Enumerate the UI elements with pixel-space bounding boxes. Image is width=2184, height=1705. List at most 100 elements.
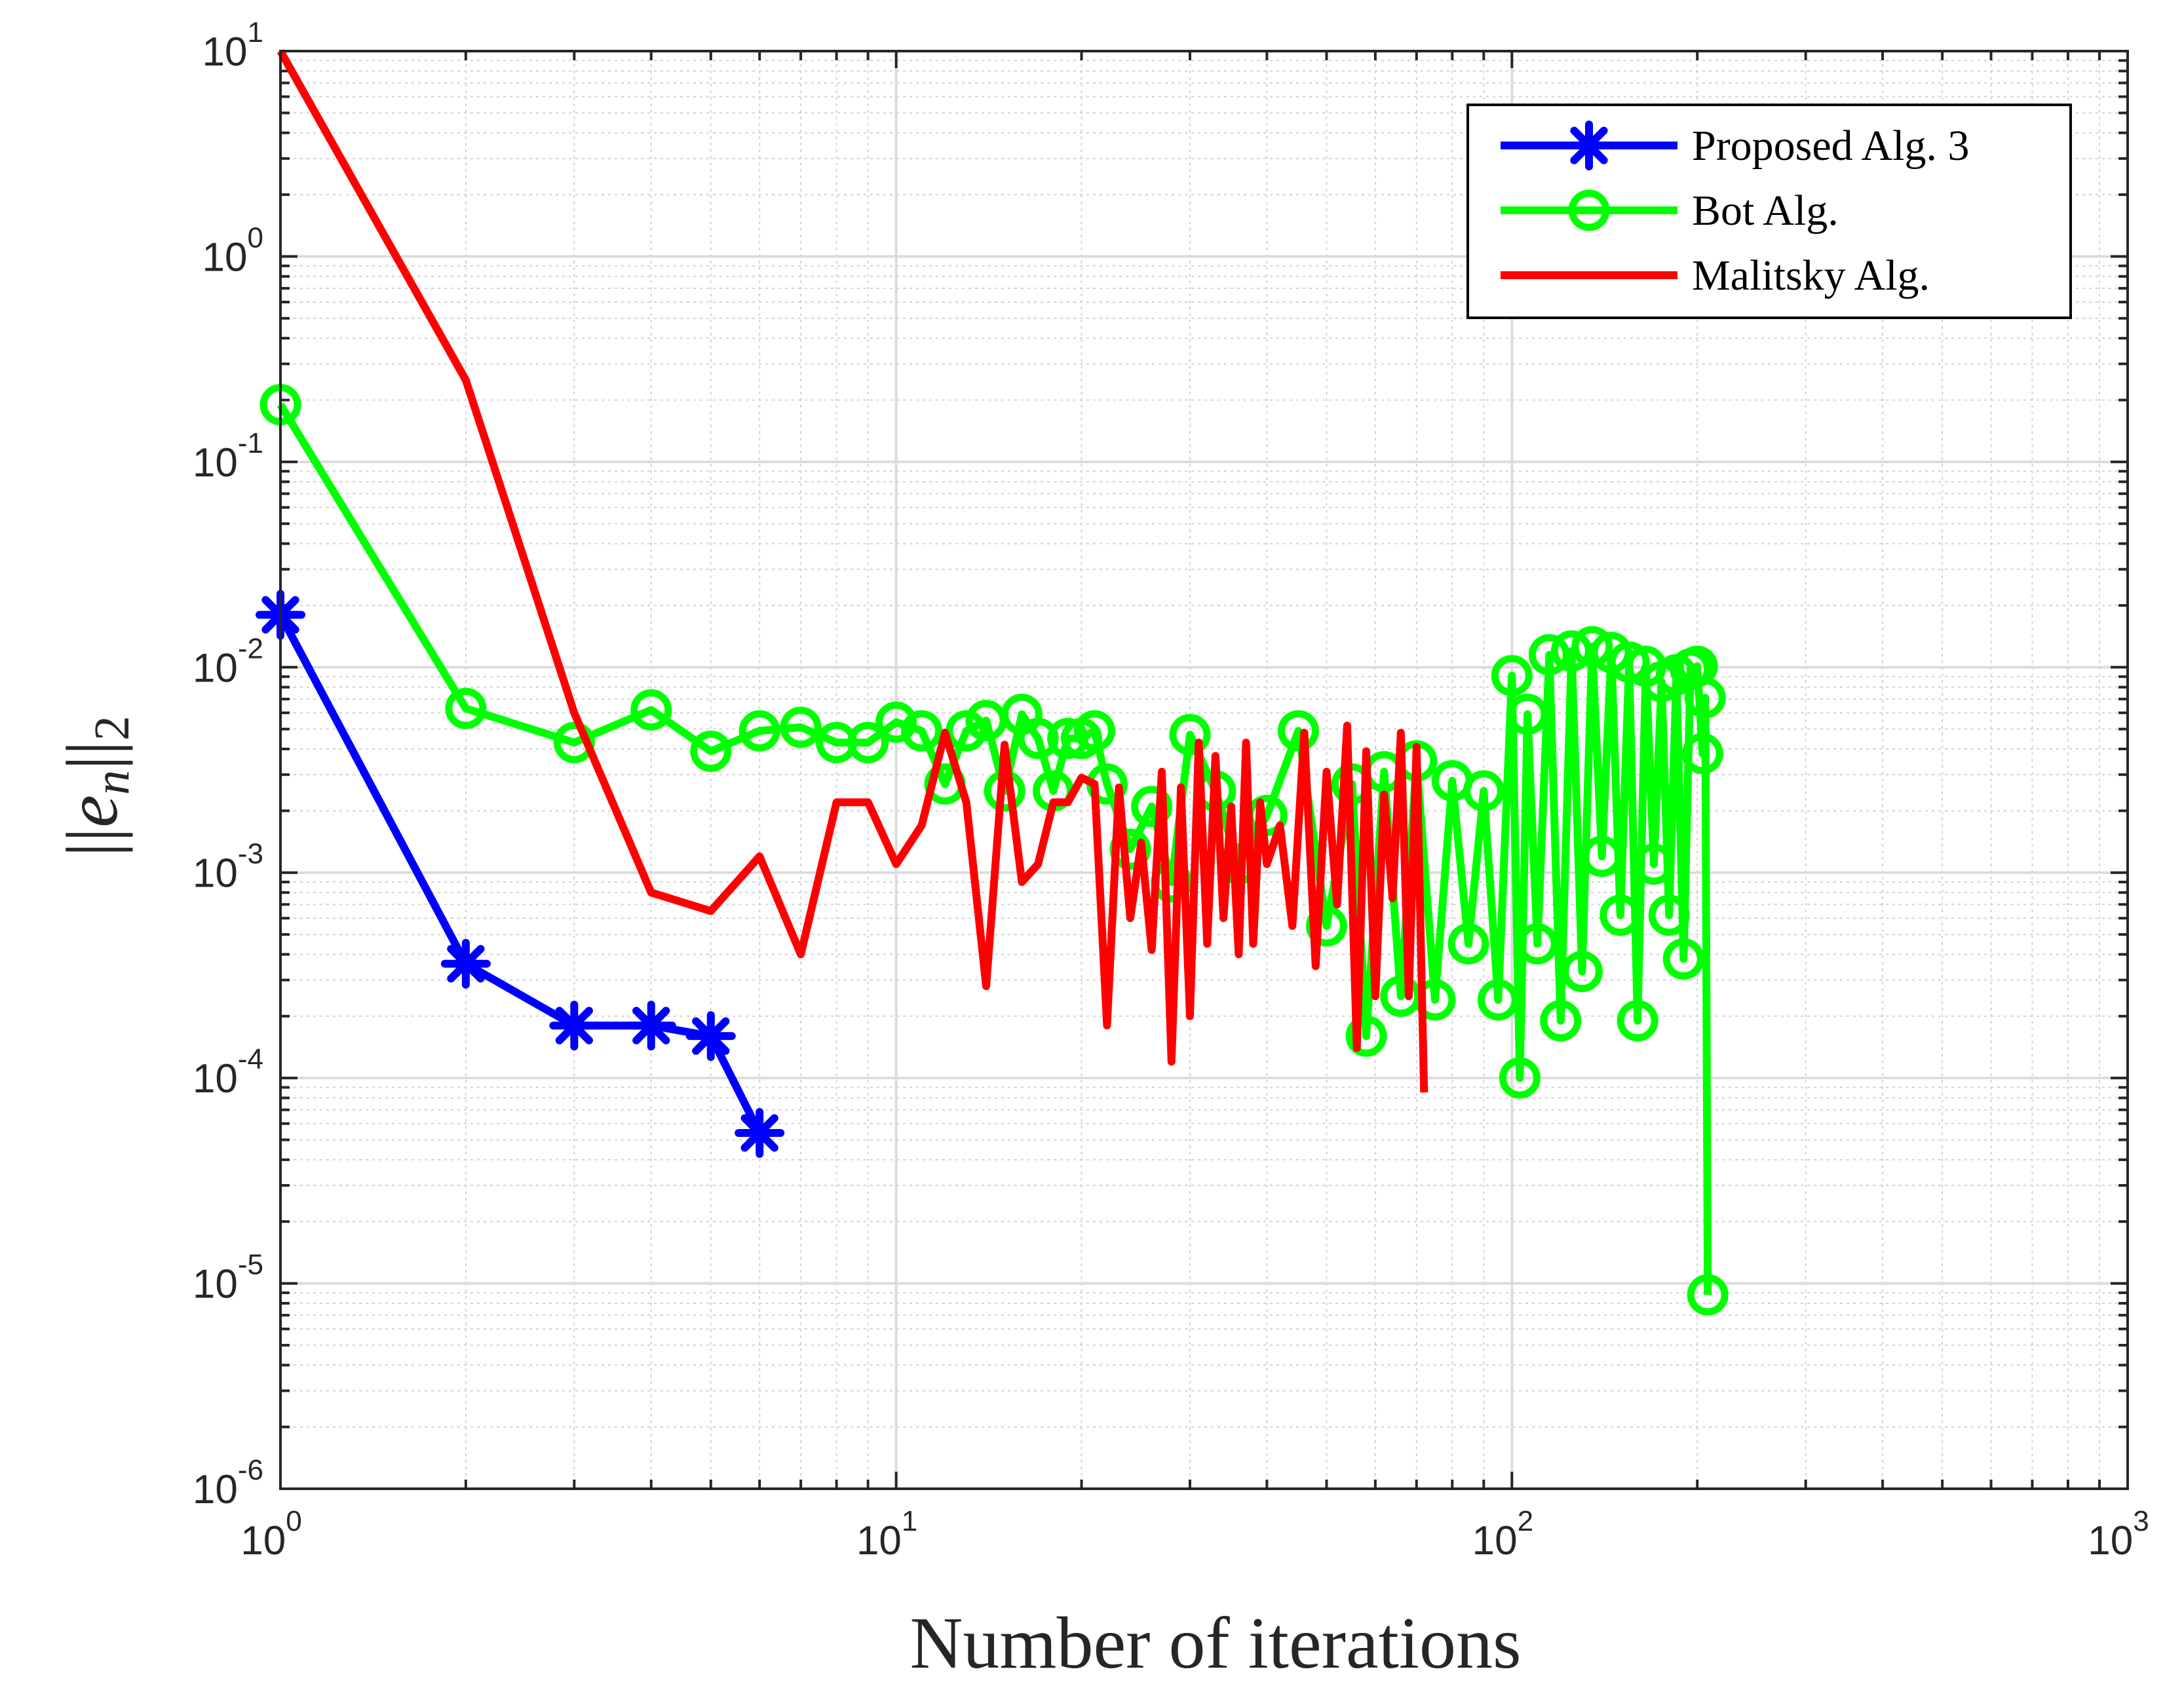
- data-point-bot: [1506, 693, 1548, 735]
- data-point-bot: [1516, 923, 1558, 965]
- y-tick-label-exponent: 1: [248, 16, 263, 48]
- asterisk-stroke: [555, 1006, 593, 1044]
- data-point-bot: [1499, 1057, 1541, 1099]
- x-axis-title: Number of iterations: [910, 1603, 1521, 1684]
- data-point-bot: [1277, 710, 1319, 752]
- y-axis-title-subscript: n: [85, 770, 140, 795]
- data-point-proposed: [626, 1001, 676, 1051]
- data-point-bot: [1073, 710, 1115, 752]
- y-tick-label-base: 10: [202, 29, 248, 75]
- data-point-bot: [1662, 938, 1704, 980]
- y-tick-label-exponent: -5: [238, 1249, 263, 1281]
- data-point-bot: [1600, 894, 1641, 936]
- data-point-bot: [1687, 1274, 1729, 1316]
- data-point-bot: [1345, 1015, 1387, 1057]
- y-tick-label: 10-2: [193, 632, 263, 691]
- y-tick-label-base: 10: [193, 1262, 238, 1307]
- data-point-bot: [1463, 770, 1504, 812]
- data-point-bot: [1017, 718, 1059, 759]
- legend-circle-mark: [1568, 189, 1610, 231]
- legend-entry-bot: Bot Alg.: [1501, 187, 1839, 235]
- data-point-bot: [630, 689, 672, 731]
- data-point-bot: [1414, 979, 1456, 1021]
- y-axis-title-norm-left: ||: [52, 828, 133, 857]
- y-tick-label-exponent: -3: [238, 838, 263, 870]
- y-tick-label-base: 10: [193, 851, 238, 896]
- series-line-malitsky: [277, 49, 1428, 1093]
- legend-label-proposed: Proposed Alg. 3: [1692, 122, 1970, 170]
- data-point-bot: [946, 710, 987, 752]
- y-tick-label-base: 10: [193, 440, 238, 486]
- data-point-proposed: [440, 938, 491, 989]
- y-axis-title-norm-order: 2: [85, 716, 140, 740]
- y-tick-label: 10-6: [193, 1454, 263, 1512]
- y-tick-label-base: 10: [193, 1056, 238, 1102]
- data-point-bot: [1131, 786, 1173, 828]
- y-axis-title-variable: e: [52, 795, 133, 828]
- data-point-bot: [1305, 905, 1347, 947]
- plot-frame: [279, 50, 2129, 1490]
- data-point-bot: [875, 701, 917, 743]
- data-point-bot: [1608, 641, 1650, 683]
- data-point-proposed: [735, 1108, 785, 1159]
- asterisk-stroke: [1570, 126, 1608, 164]
- svg-text:||en||2: ||en||2: [52, 716, 140, 856]
- series-line-proposed: [277, 613, 763, 1135]
- legend-label-bot: Bot Alg.: [1692, 187, 1839, 235]
- legend-asterisk-icon: [1564, 121, 1614, 170]
- data-point-bot: [1561, 951, 1603, 993]
- x-tick-label-exponent: 1: [902, 1505, 917, 1537]
- legend-entry-malitsky: Malitsky Alg.: [1501, 252, 1930, 299]
- y-tick-label-exponent: -6: [238, 1454, 263, 1486]
- y-tick-label-exponent: -2: [238, 632, 263, 664]
- data-point-bot: [780, 706, 822, 748]
- y-tick-label-exponent: -1: [238, 427, 263, 459]
- data-point-bot: [1540, 1000, 1582, 1042]
- data-point-proposed: [549, 1001, 600, 1051]
- data-point-bot: [1169, 714, 1211, 756]
- asterisk-stroke: [740, 1114, 778, 1152]
- data-point-bot: [1648, 894, 1690, 936]
- data-point-bot: [1477, 979, 1519, 1021]
- y-tick-label: 10-4: [193, 1043, 263, 1102]
- data-point-bot: [690, 730, 732, 772]
- x-tick-label-exponent: 3: [2133, 1505, 2149, 1537]
- asterisk-stroke: [692, 1017, 730, 1055]
- series-malitsky: [277, 49, 1428, 1093]
- data-point-bot: [1491, 655, 1533, 697]
- legend-label-malitsky: Malitsky Alg.: [1692, 252, 1930, 299]
- y-tick-label: 10-5: [193, 1249, 263, 1307]
- data-point-bot: [445, 687, 487, 729]
- y-axis-title: ||en||2: [52, 716, 140, 856]
- data-point-bot: [1047, 718, 1089, 759]
- x-tick-label-exponent: 2: [1518, 1505, 1533, 1537]
- y-tick-label: 101: [202, 16, 263, 75]
- data-point-bot: [1681, 733, 1723, 775]
- data-point-bot: [553, 721, 595, 763]
- data-point-bot: [1581, 835, 1623, 877]
- data-point-bot: [1633, 843, 1675, 885]
- asterisk-stroke: [447, 945, 485, 983]
- y-tick-label: 100: [202, 221, 263, 280]
- y-tick-label: 10-1: [193, 427, 263, 486]
- y-tick-label-base: 10: [202, 235, 248, 280]
- legend: Proposed Alg. 3 Bot Alg. Malitsky Alg.: [1466, 104, 2072, 319]
- y-tick-label-exponent: -4: [238, 1043, 263, 1075]
- data-point-bot: [901, 710, 943, 752]
- y-tick-label-exponent: 0: [248, 221, 263, 254]
- plot-series: [256, 49, 1729, 1316]
- x-tick-label-exponent: 0: [286, 1505, 301, 1537]
- data-point-bot: [1684, 677, 1726, 719]
- data-point-bot: [1550, 630, 1592, 672]
- data-point-bot: [738, 710, 780, 752]
- y-axis-title-norm-right: ||: [52, 740, 133, 770]
- legend-asterisk-mark: [1564, 121, 1614, 170]
- data-point-proposed: [685, 1011, 736, 1062]
- data-point-bot: [1447, 923, 1489, 965]
- asterisk-stroke: [632, 1006, 670, 1044]
- y-tick-label: 10-3: [193, 838, 263, 896]
- y-tick-label-base: 10: [193, 1467, 238, 1512]
- data-point-bot: [1617, 1000, 1658, 1042]
- data-point-bot: [847, 721, 889, 763]
